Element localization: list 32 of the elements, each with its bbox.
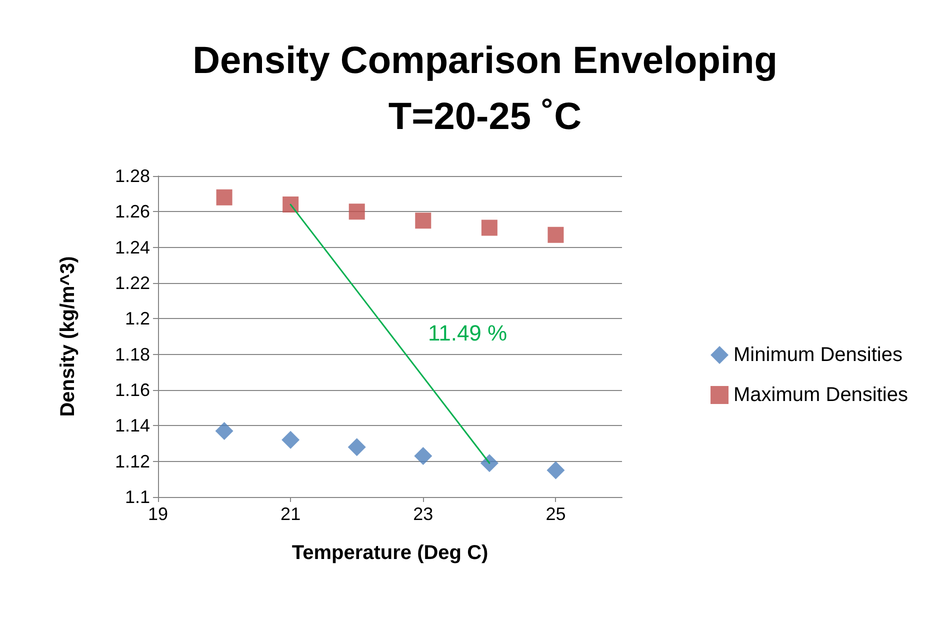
x-tick-label: 25	[546, 504, 566, 524]
x-tick-label: 19	[148, 504, 168, 524]
y-tick-label: 1.14	[114, 416, 150, 436]
legend-label: Minimum Densities	[734, 344, 902, 366]
point	[216, 189, 232, 206]
y-tick-label: 1.28	[114, 166, 150, 186]
annotation: 11.49 %	[428, 320, 508, 346]
chart-title: Density Comparison Enveloping T=20-25 ˚C	[192, 40, 778, 138]
x-tick-label: 21	[280, 504, 301, 524]
point	[546, 461, 565, 480]
point	[415, 212, 432, 229]
point	[282, 196, 299, 213]
point	[215, 422, 234, 440]
legend-label: Maximum Densities	[734, 384, 908, 406]
x-tick-label: 23	[413, 504, 434, 524]
y-tick-label: 1.16	[114, 380, 150, 400]
point	[480, 454, 498, 472]
y-tick-label: 1.18	[114, 344, 150, 364]
y-tick-label: 1.12	[114, 451, 150, 472]
y-tick-label: 1.2	[124, 308, 150, 329]
y-tick-label: 1.24	[114, 237, 150, 258]
x-axis-title: Temperature (Deg C)	[292, 542, 488, 564]
point	[481, 220, 498, 236]
point	[414, 446, 432, 465]
point	[348, 438, 366, 456]
y-tick-label: 1.1	[124, 487, 150, 507]
point	[282, 430, 300, 449]
y-axis-title: Density (kg/m^3)	[57, 256, 79, 417]
y-tick-label: 1.26	[114, 202, 150, 222]
point	[348, 204, 365, 220]
y-tick-label: 1.22	[114, 273, 150, 293]
point	[548, 226, 564, 243]
